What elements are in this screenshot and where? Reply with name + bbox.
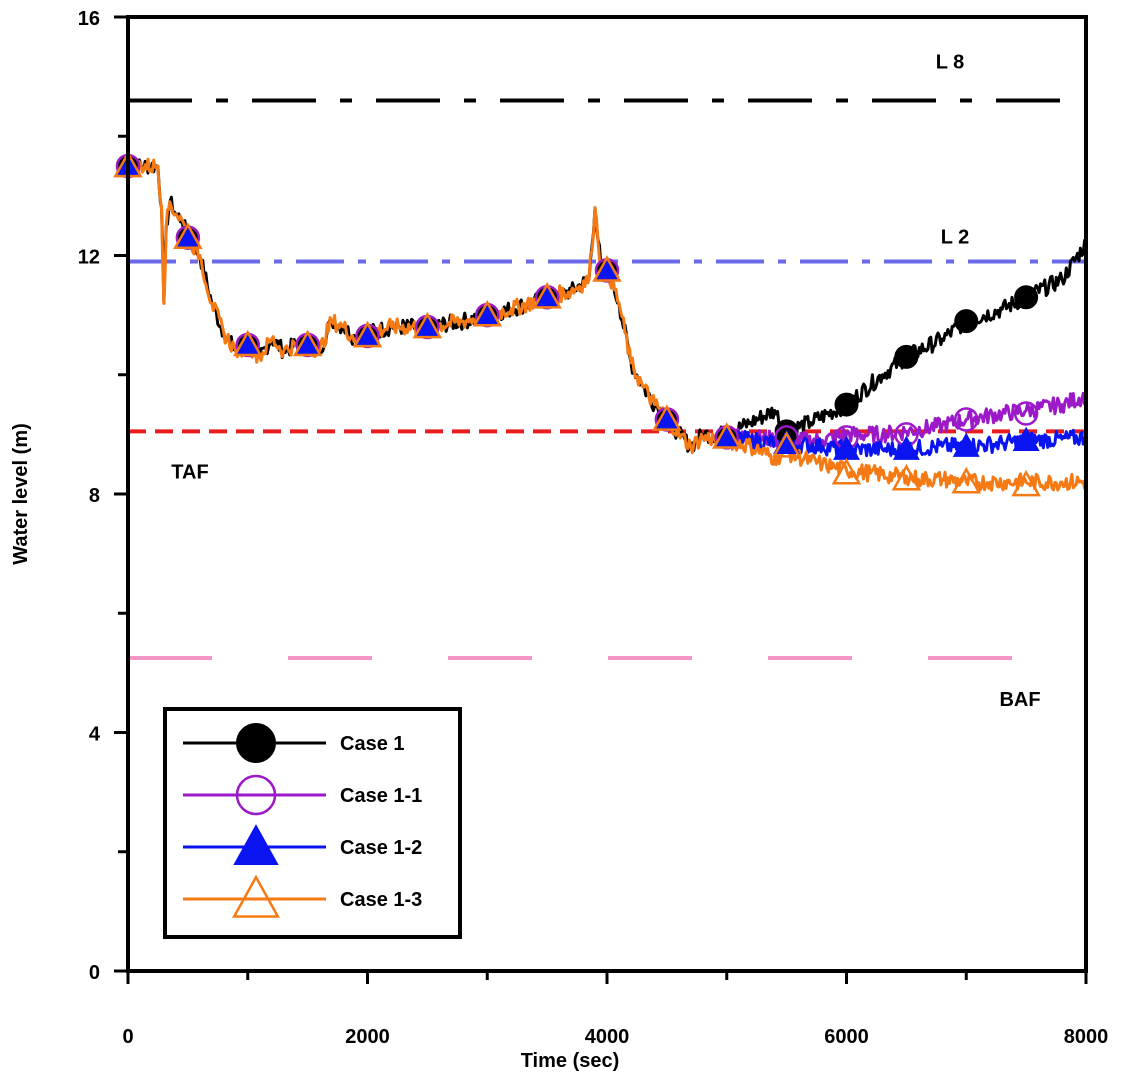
marker-case-1-3 <box>711 422 742 449</box>
x-axis-label: Time (sec) <box>521 1050 620 1072</box>
plot-frame <box>126 15 1088 973</box>
y-tick-label-16: 16 <box>78 8 100 30</box>
reference-labels: L 8 L 2 TAF BAF <box>171 51 1040 710</box>
marker-case-1-3 <box>412 311 443 339</box>
marker-layer <box>113 150 1041 497</box>
ref-label-l2: L 2 <box>941 226 970 248</box>
legend-marker-case-1-3 <box>232 874 280 918</box>
marker-case-1-3 <box>951 466 982 494</box>
x-tick-label-6000: 6000 <box>824 1026 869 1048</box>
marker-case-1-1 <box>1013 401 1039 426</box>
marker-case-1-2 <box>952 432 980 457</box>
marker-case-1 <box>894 344 919 369</box>
x-tick-label-8000: 8000 <box>1064 1026 1109 1048</box>
marker-case-1-3 <box>652 404 682 431</box>
x-tick-label-2000: 2000 <box>345 1026 390 1048</box>
x-tick-label-0: 0 <box>122 1026 133 1048</box>
legend-label-case-1-3: Case 1-3 <box>340 889 422 911</box>
legend-label-case-1: Case 1 <box>340 733 405 755</box>
marker-case-1 <box>834 392 859 417</box>
ref-label-baf: BAF <box>999 689 1040 711</box>
marker-case-1-1 <box>954 407 979 432</box>
ref-label-l8: L 8 <box>936 51 965 73</box>
marker-case-1-3 <box>532 282 562 309</box>
legend: Case 1 Case 1-1 Case 1-2 Case 1-3 <box>163 707 462 939</box>
legend-label-case-1-1: Case 1-1 <box>340 785 422 807</box>
marker-case-1-3 <box>831 457 862 485</box>
y-tick-label-8: 8 <box>89 485 100 507</box>
y-tick-label-4: 4 <box>89 724 101 746</box>
marker-case-1-3 <box>891 463 922 491</box>
x-tick-label-4000: 4000 <box>585 1026 630 1048</box>
marker-case-1-3 <box>592 255 622 282</box>
legend-marker-case-1-1 <box>235 774 277 816</box>
series-line-case-1 <box>128 158 1086 453</box>
axes: 0 2000 4000 6000 8000 0 4 8 12 16 <box>78 8 1109 1048</box>
marker-case-1-3 <box>771 431 802 458</box>
marker-case-1-3 <box>292 329 323 357</box>
marker-case-1-2 <box>892 435 920 460</box>
marker-case-1-2 <box>773 429 801 454</box>
legend-label-case-1-2: Case 1-2 <box>340 837 422 859</box>
marker-case-1-3 <box>232 329 263 357</box>
legend-marker-case-1-2 <box>233 824 279 865</box>
series-line-case-1-3 <box>128 157 1086 492</box>
marker-case-1-2 <box>1012 426 1040 451</box>
ref-label-taf: TAF <box>171 461 208 483</box>
legend-marker-case-1 <box>236 723 276 763</box>
marker-case-1-3 <box>173 222 203 249</box>
marker-case-1-3 <box>472 299 503 327</box>
marker-case-1 <box>954 309 979 334</box>
y-axis-label: Water level (m) <box>10 423 32 565</box>
marker-case-1-3 <box>352 320 383 348</box>
marker-case-1 <box>1014 285 1039 310</box>
reference-lines <box>128 98 1086 660</box>
y-tick-label-0: 0 <box>89 962 100 984</box>
marker-case-1-3 <box>1011 469 1041 497</box>
y-tick-label-12: 12 <box>78 247 100 269</box>
series-layer <box>128 157 1086 492</box>
